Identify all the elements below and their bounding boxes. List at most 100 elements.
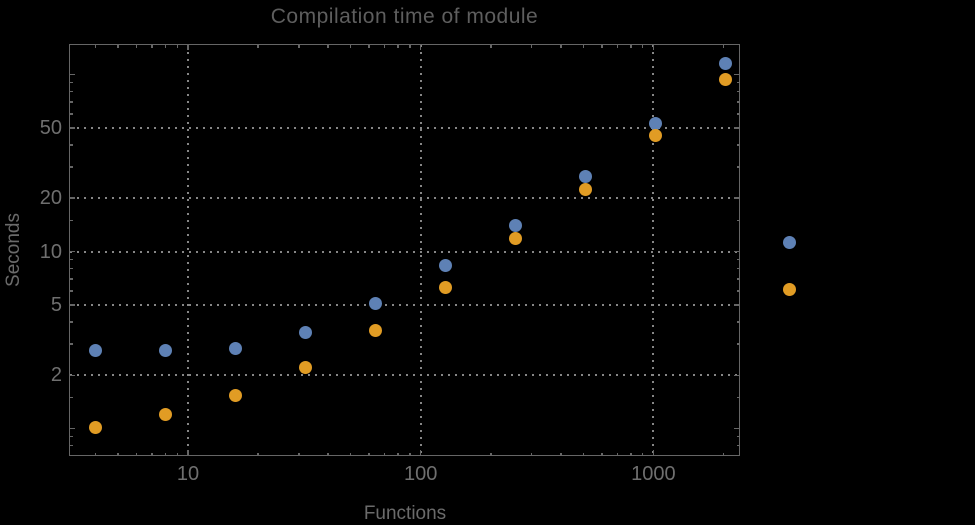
y-tick-mark [69,304,75,306]
x-tick-mark [368,452,370,456]
y-tick-mark-right [736,435,740,438]
x-tick-mark [298,452,300,456]
data-point-series-2-orange [158,408,172,422]
data-point-series-2-orange [719,72,733,86]
data-point-series-1-blue [158,344,172,358]
x-tick-mark [616,452,619,456]
plot-frame [69,44,740,456]
x-tick-mark [490,452,492,456]
x-tick-mark [187,450,189,456]
x-tick-mark-top [151,44,153,48]
y-tick-mark-right [736,396,740,399]
y-tick-mark [69,321,73,323]
x-tick-mark-top [641,44,644,48]
data-point-series-2-orange [439,280,453,294]
grid-line-horizontal [70,303,739,306]
data-point-series-2-orange [88,420,102,434]
x-tick-mark-top [117,44,119,48]
data-point-series-1-blue [579,169,593,183]
x-tick-mark [582,452,585,456]
y-tick-mark [69,427,75,430]
y-tick-mark-right [736,258,740,261]
x-tick-mark [257,452,259,456]
data-point-series-1-blue [229,341,242,355]
x-axis-label: Functions [363,503,447,524]
y-tick-mark [69,278,73,280]
grid-line-vertical [419,45,422,455]
chart-title: Compilation time of module [270,5,539,28]
data-point-series-2-orange [649,129,663,143]
y-tick-mark-right [734,127,740,129]
x-tick-mark-top [349,44,352,48]
data-point-series-2-orange [369,323,383,337]
y-tick-mark-right [736,166,740,168]
x-tick-mark-top [187,44,189,50]
x-tick-mark [151,452,153,456]
x-tick-mark-top [560,44,562,48]
x-tick-label: 100 [404,463,438,485]
y-tick-mark-right [736,113,740,115]
x-tick-mark-top [397,44,399,48]
x-tick-mark-top [135,44,138,48]
data-point-series-1-blue [299,325,313,339]
legend-marker-1 [783,235,796,249]
grid-line-vertical [652,45,655,455]
y-tick-mark [69,113,73,115]
x-tick-mark [383,452,386,456]
y-tick-mark [69,90,73,93]
y-tick-mark-right [734,427,740,430]
x-tick-mark-top [530,44,533,48]
x-tick-mark-top [616,44,619,48]
x-tick-mark [164,452,167,456]
y-tick-mark [69,197,75,199]
x-tick-mark [419,450,422,456]
grid-line-horizontal [70,126,739,129]
y-tick-mark [69,444,73,447]
y-tick-mark-right [734,304,740,306]
y-tick-mark [69,290,73,292]
grid-line-vertical [187,45,189,455]
x-tick-label: 1000 [631,463,676,485]
data-point-series-2-orange [299,361,313,375]
y-tick-mark [69,267,73,270]
x-tick-mark-top [630,44,632,48]
y-tick-label: 20 [39,187,62,210]
y-tick-mark [69,435,73,438]
y-tick-mark [69,343,73,345]
y-tick-mark-right [736,278,740,280]
y-tick-mark [69,166,73,168]
y-tick-mark [69,127,75,129]
x-tick-mark-top [490,44,492,48]
y-tick-mark-right [734,197,740,199]
y-tick-mark [69,144,73,146]
data-point-series-1-blue [719,57,733,71]
y-tick-label: 2 [50,364,62,387]
y-tick-mark-right [736,219,740,222]
x-tick-mark [117,452,119,456]
grid-line-horizontal [70,374,739,377]
x-tick-mark-top [601,44,603,48]
x-tick-mark-top [722,44,725,48]
x-tick-mark [327,452,329,456]
x-tick-mark-top [164,44,167,48]
data-point-series-2-orange [509,232,523,246]
x-tick-mark-top [176,44,179,48]
data-point-series-1-blue [88,344,102,358]
y-tick-mark [69,250,75,253]
x-tick-mark-top [368,44,370,48]
x-tick-mark [409,452,411,456]
grid-line-horizontal [70,250,739,253]
data-point-series-1-blue [439,259,453,273]
y-tick-mark-right [736,444,740,447]
y-tick-mark-right [736,321,740,323]
legend-marker-2 [783,282,796,296]
data-point-series-1-blue [649,116,663,130]
x-tick-mark [94,452,97,456]
y-tick-mark-right [736,343,740,345]
x-tick-mark-top [257,44,259,48]
y-tick-mark-right [736,81,740,84]
x-tick-mark-top [383,44,386,48]
y-tick-mark-right [736,90,740,93]
x-tick-mark-top [409,44,411,48]
x-tick-mark [349,452,352,456]
